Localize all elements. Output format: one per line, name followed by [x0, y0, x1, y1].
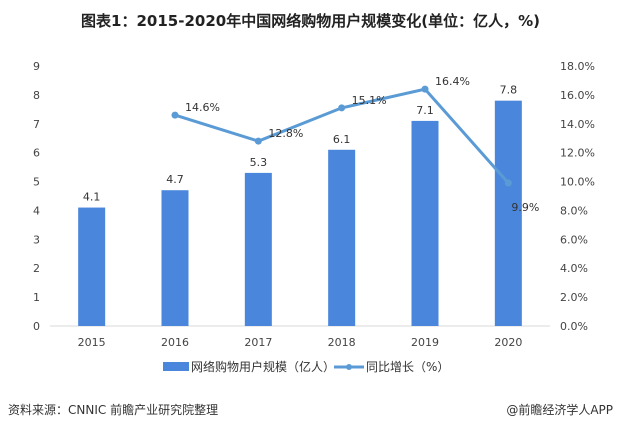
growth-data-label: 14.6%	[185, 101, 220, 114]
legend-line-label: 同比增长（%）	[366, 360, 449, 374]
legend-bar-swatch	[163, 362, 189, 371]
y-right-tick-label: 18.0%	[560, 60, 595, 73]
legend-bar-label: 网络购物用户规模（亿人）	[191, 359, 335, 374]
y-right-tick-label: 12.0%	[560, 147, 595, 160]
y-right-tick-label: 14.0%	[560, 118, 595, 131]
growth-data-label: 16.4%	[435, 75, 470, 88]
x-tick-label: 2016	[161, 336, 189, 349]
y-right-tick-label: 2.0%	[560, 291, 588, 304]
bar-data-label: 4.1	[83, 191, 101, 204]
bar	[328, 149, 356, 326]
y-left-tick-label: 5	[33, 176, 40, 189]
brand-credit: @前瞻经济学人APP	[506, 403, 613, 417]
y-right-tick-label: 8.0%	[560, 204, 588, 217]
growth-point	[338, 104, 346, 112]
y-left-tick-label: 6	[33, 147, 40, 160]
y-left-tick-label: 1	[33, 291, 40, 304]
growth-point	[421, 85, 429, 93]
legend-line-marker	[346, 364, 352, 370]
growth-data-label: 15.1%	[352, 94, 387, 107]
growth-data-label: 9.9%	[511, 201, 539, 214]
y-left-tick-label: 4	[33, 204, 40, 217]
x-tick-label: 2017	[244, 336, 272, 349]
y-left-tick-label: 7	[33, 118, 40, 131]
bar-data-label: 4.7	[166, 173, 184, 186]
y-left-tick-label: 9	[33, 60, 40, 73]
bar-data-label: 7.8	[500, 84, 518, 97]
growth-point	[504, 179, 512, 187]
x-tick-label: 2019	[411, 336, 439, 349]
y-right-tick-label: 4.0%	[560, 262, 588, 275]
bar-data-label: 6.1	[333, 133, 351, 146]
y-right-tick-label: 6.0%	[560, 233, 588, 246]
x-tick-label: 2018	[328, 336, 356, 349]
bar-data-label: 7.1	[416, 104, 434, 117]
growth-point	[254, 137, 262, 145]
chart-title: 图表1：2015-2020年中国网络购物用户规模变化(单位：亿人，%)	[81, 12, 540, 30]
bar-data-label: 5.3	[250, 156, 268, 169]
bar	[494, 100, 522, 327]
bar	[78, 207, 106, 326]
y-right-tick-label: 10.0%	[560, 176, 595, 189]
growth-data-label: 12.8%	[268, 127, 303, 140]
y-left-tick-label: 0	[33, 320, 40, 333]
y-right-tick-label: 16.0%	[560, 89, 595, 102]
bar	[411, 120, 439, 326]
source-note: 资料来源：CNNIC 前瞻产业研究院整理	[8, 403, 219, 417]
y-right-tick-label: 0.0%	[560, 320, 588, 333]
y-left-tick-label: 3	[33, 233, 40, 246]
y-left-tick-label: 8	[33, 89, 40, 102]
y-left-tick-label: 2	[33, 262, 40, 275]
bar	[161, 190, 189, 326]
x-tick-label: 2020	[494, 336, 522, 349]
bar	[244, 172, 272, 326]
x-tick-label: 2015	[78, 336, 106, 349]
growth-point	[171, 111, 179, 119]
